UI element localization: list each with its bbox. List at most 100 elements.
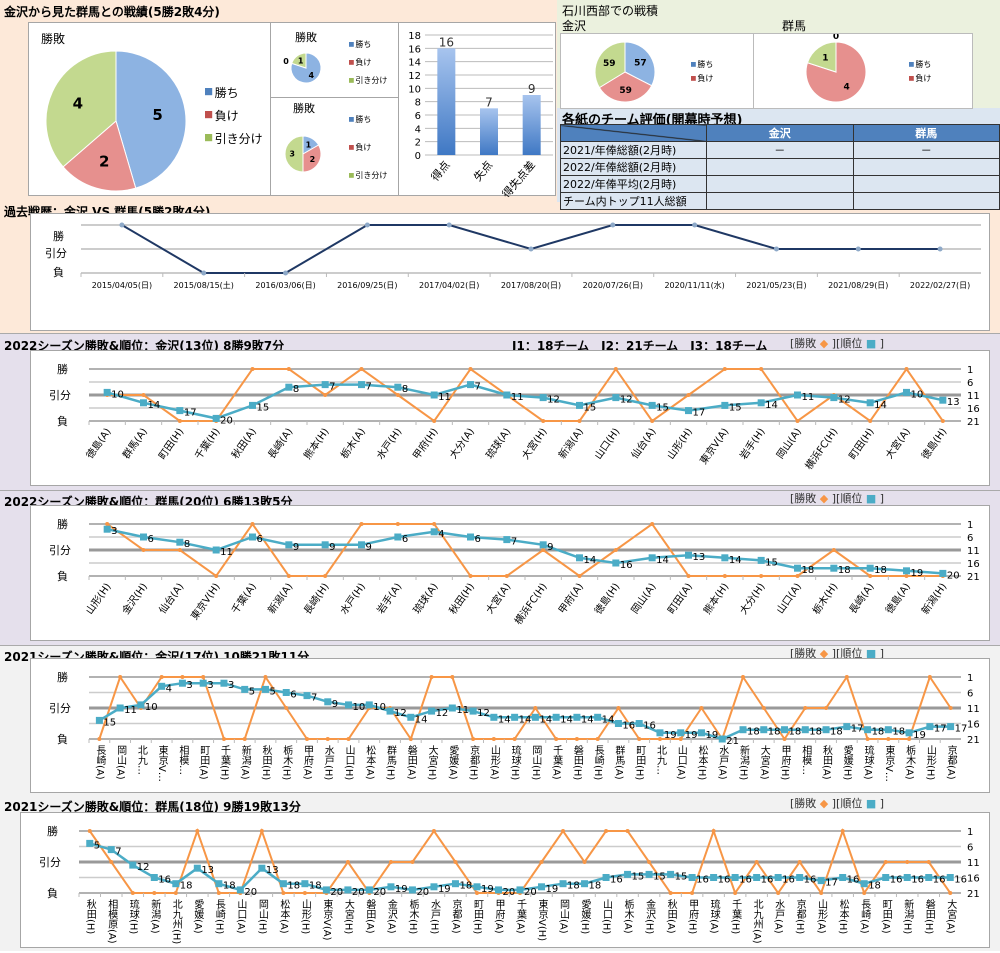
win-slice: [624, 41, 656, 87]
draw-slice: [806, 41, 837, 73]
small-pie-chart-2: 勝敗 1 2 3 勝ち 負け 引き分け: [270, 97, 399, 196]
rank-point: [365, 701, 373, 709]
result-point: [711, 829, 716, 833]
gunma-cell: －: [852, 141, 1000, 159]
result-point: [699, 706, 704, 710]
result-point: [173, 891, 178, 895]
rank-point: [648, 554, 656, 562]
x-tick-label: 山形(H): [665, 426, 695, 462]
x-tick-label: 2022/02/27(日): [910, 281, 970, 290]
table-row: チーム内トップ11人総額: [560, 192, 1000, 210]
rank-point: [511, 713, 519, 721]
rank-point: [394, 533, 402, 541]
x-tick-label: 群馬(H): [385, 744, 397, 781]
rank-tick-label: 6: [967, 689, 973, 700]
x-tick-label: 金沢(A): [385, 898, 397, 934]
x-tick-label: 徳島(A): [882, 580, 913, 616]
rank-point: [394, 383, 402, 391]
rank-data-label: 12: [477, 708, 490, 719]
rank-point: [249, 401, 256, 409]
history-point: [283, 270, 289, 276]
rank-point: [430, 528, 438, 536]
rank-point: [866, 564, 874, 572]
x-tick-label: 北九…: [135, 745, 147, 775]
rank-data-label: 17: [693, 408, 706, 419]
x-tick-label: 愛媛(A): [447, 744, 459, 780]
result-point: [686, 574, 691, 578]
x-tick-label: 愛媛(H): [841, 744, 853, 781]
rank-data-label: 12: [436, 708, 449, 719]
x-tick-label: 愛媛(H): [579, 898, 591, 935]
draw-data-label: 59: [603, 59, 616, 69]
result-point: [242, 737, 247, 741]
x-tick-label: 山形(H): [924, 745, 936, 781]
result-point: [904, 574, 909, 578]
x-tick-label: 甲府(A): [493, 899, 505, 934]
rank-data-label: 7: [329, 382, 335, 393]
rank-data-label: 14: [581, 714, 594, 725]
result-point: [948, 706, 953, 710]
rank-line: [106, 383, 944, 420]
legend-rank-label: ][順位: [831, 797, 863, 810]
rank-data-label: 7: [115, 847, 121, 858]
axis-label-loss: 負: [57, 733, 68, 746]
rank-point: [407, 713, 415, 721]
ishikawa-kanazawa-pie: 57 59 59 勝ち 負け: [560, 33, 754, 109]
rank-data-label: 12: [137, 862, 150, 873]
rank-point: [602, 874, 610, 881]
chart-legend: [勝敗 ◆ ][順位 ■ ]: [790, 490, 884, 506]
result-point: [345, 860, 350, 864]
rank-tick-label: 1: [967, 673, 973, 684]
rank-point: [843, 723, 851, 731]
y-tick-label: 4: [415, 124, 421, 135]
result-point: [824, 706, 829, 710]
x-tick-label: 水戸(A): [717, 745, 729, 780]
result-point: [491, 737, 496, 741]
loss-data-label: 4: [843, 83, 849, 93]
result-point: [926, 860, 931, 864]
x-tick-label: 2016/09/25(日): [337, 281, 397, 290]
rank-data-label: 14: [584, 555, 597, 566]
table-header-row: 金沢 群馬: [560, 124, 1000, 142]
legend-swatch: [349, 60, 354, 65]
result-point: [613, 548, 618, 552]
rank-point: [774, 874, 782, 881]
x-tick-label: 岩手(A): [374, 580, 405, 616]
rank-data-label: 11: [438, 392, 451, 403]
rank-data-label: 11: [802, 392, 815, 403]
legend-swatch: [349, 78, 354, 83]
result-point: [474, 891, 479, 895]
rank-data-label: 15: [656, 402, 669, 413]
result-point: [795, 574, 800, 578]
x-tick-label: 岡山(A): [774, 426, 804, 461]
x-tick-label: 群馬(A): [119, 425, 150, 461]
rank-tick-label: 11: [967, 546, 980, 557]
x-tick-label: 甲府(H): [687, 899, 699, 934]
rank-data-label: 6: [290, 690, 296, 701]
legend-close: ]: [879, 492, 885, 505]
rank-data-label: 18: [589, 881, 602, 892]
x-tick-label: 水戸(H): [428, 899, 440, 935]
rank-data-label: 13: [693, 552, 706, 563]
result-point: [130, 891, 135, 895]
rank-data-label: 15: [729, 402, 742, 413]
league-info: J1：18チーム J2：21チーム J3：18チーム: [512, 339, 768, 353]
rank-data-label: 14: [498, 714, 511, 725]
legend-rank-label: ][順位: [831, 337, 863, 350]
x-tick-label: 大宮(H): [342, 898, 354, 935]
x-tick-label: 町田(H): [157, 426, 186, 461]
result-point: [868, 574, 873, 578]
x-tick-label: 群馬(A): [613, 744, 625, 780]
x-tick-label: 岡山(A): [558, 899, 570, 934]
rank-data-label: 17: [934, 724, 947, 735]
rank-point: [103, 388, 111, 396]
rank-point: [559, 880, 567, 888]
rank-data-label: 5: [269, 686, 275, 697]
result-point: [346, 737, 351, 741]
rank-point: [946, 874, 954, 881]
rank-point: [103, 525, 111, 533]
rank-point: [95, 716, 103, 724]
rank-point: [794, 391, 801, 399]
